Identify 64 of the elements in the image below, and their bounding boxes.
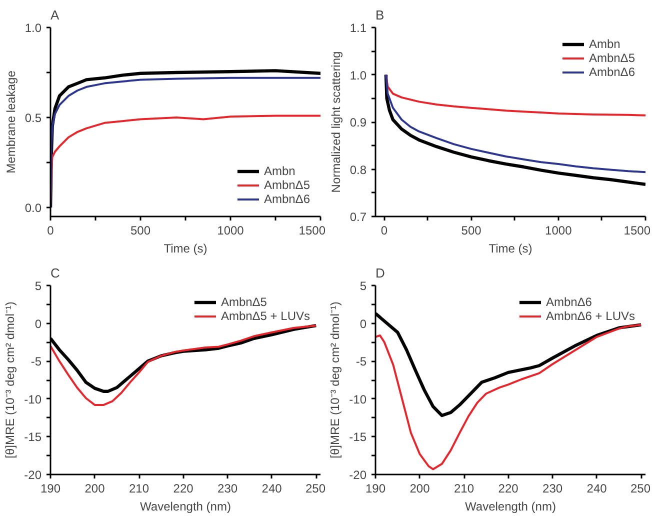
y-axis-title: [θ]MRE (10⁻³ deg cm² dmol⁻¹) [328,302,342,458]
y-tick-label: -10 [24,392,42,406]
legend-label: Ambn [588,37,620,51]
legend-label: AmbnΔ5 [264,178,310,192]
x-tick-label: 500 [461,224,482,238]
x-tick-label: 190 [40,482,61,496]
x-tick-label: 0 [380,224,388,238]
y-tick-label: 0.9 [350,116,367,130]
y-tick-label: 1.0 [350,68,367,82]
x-tick-label: 1000 [217,224,244,238]
x-tick-label: 190 [365,482,386,496]
legend-label: AmbnΔ5 [588,51,635,65]
x-tick-label: 210 [129,482,150,496]
x-tick-label: 220 [498,482,519,496]
x-tick-label: 250 [305,482,326,496]
x-tick-label: 220 [173,482,194,496]
y-tick-label: 0.0 [24,201,42,215]
x-tick-label: 240 [262,482,282,496]
legend-label: Ambn [264,164,296,178]
y-tick-label: -5 [30,354,42,369]
x-tick-label: 200 [84,482,106,496]
y-tick-label: -5 [356,354,367,369]
x-tick-label: 1500 [298,224,326,238]
x-tick-label: 230 [542,482,563,496]
x-tick-label: 1500 [624,224,651,238]
y-tick-label: 5 [360,279,367,293]
legend-label: AmbnΔ6 + LUVs [546,309,635,323]
y-tick-label: 1.0 [24,21,42,35]
x-tick-label: 200 [410,482,430,496]
x-axis-title: Wavelength (nm) [465,500,556,514]
y-tick-label: -20 [349,468,367,482]
x-tick-label: 210 [454,482,474,496]
y-tick-label: -10 [349,392,367,406]
x-tick-label: 500 [130,224,151,238]
y-axis-title: Membrane leakage [4,70,18,174]
chart-title: D [376,266,385,280]
y-tick-label: 0.7 [350,210,367,224]
chart-title: C [50,266,60,280]
legend-label: AmbnΔ5 [220,295,267,309]
y-tick-label: -20 [24,468,42,482]
y-tick-label: 1.1 [350,21,367,35]
x-tick-label: 1000 [545,224,572,238]
y-tick-label: -15 [24,430,42,444]
x-axis-title: Wavelength (nm) [140,500,231,514]
x-tick-label: 240 [586,482,608,496]
y-tick-label: -15 [349,430,367,444]
y-axis-title: [θ]MRE (10⁻³ deg cm² dmol⁻¹) [3,302,18,458]
legend-label: AmbnΔ6 [588,65,635,79]
legend-label: AmbnΔ6 [264,192,310,206]
chart-title: B [376,8,384,22]
y-tick-label: 0 [360,316,367,331]
x-tick-label: 0 [47,224,54,238]
y-axis-title: Normalized light scattering [328,51,343,193]
x-axis-title: Time (s) [164,242,208,256]
y-tick-label: 0 [34,316,42,331]
x-tick-label: 250 [630,482,651,496]
y-tick-label: 0.5 [24,111,42,125]
x-axis-title: Time (s) [488,242,532,256]
y-tick-label: 5 [34,279,42,293]
y-tick-label: 0.8 [350,162,367,177]
chart-title: A [50,8,60,22]
legend-label: AmbnΔ6 [546,295,592,309]
x-tick-label: 230 [218,482,238,496]
legend-label: AmbnΔ5 + LUVs [220,309,310,323]
